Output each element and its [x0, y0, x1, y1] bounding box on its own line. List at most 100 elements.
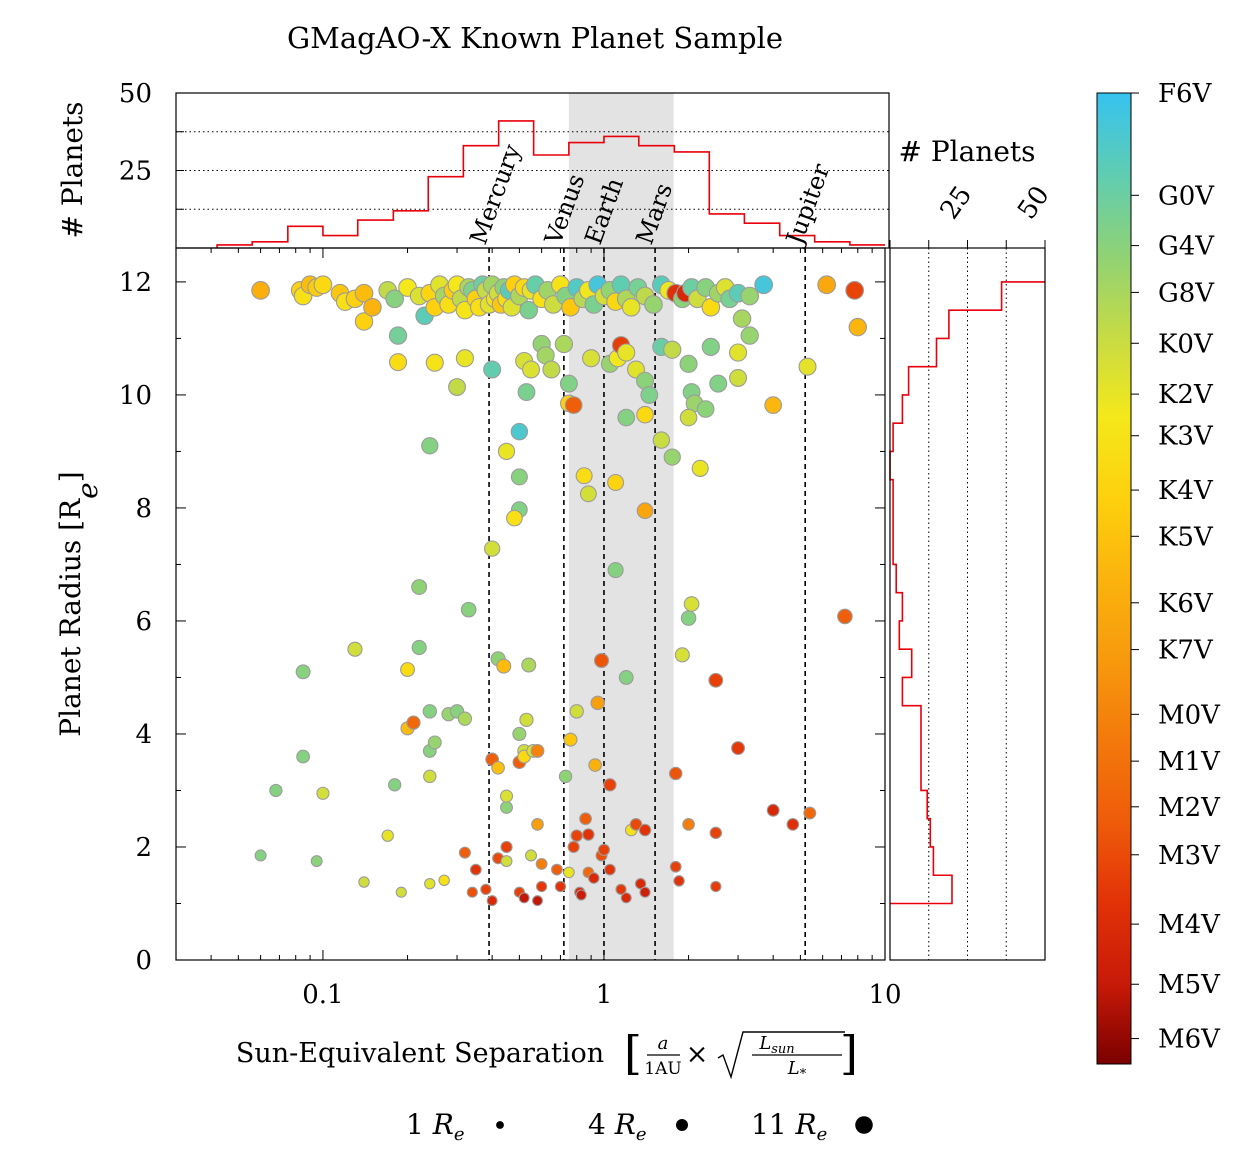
planet-point	[766, 803, 780, 817]
planet-point	[497, 442, 516, 461]
planet-point	[411, 639, 427, 656]
planet-point	[575, 889, 587, 901]
planet-point	[582, 349, 601, 368]
planet-point	[674, 647, 690, 663]
planet-point	[669, 860, 682, 873]
planet-point	[709, 826, 723, 840]
formula-sqrt-num: Lsun	[758, 1033, 794, 1057]
planet-point	[455, 349, 474, 368]
planet-point	[679, 354, 698, 373]
planet-point	[603, 778, 617, 792]
y-tick-label: 6	[135, 607, 152, 637]
top-histogram-steps	[216, 120, 885, 248]
colorbar-tick-label: K2V	[1158, 380, 1214, 410]
planet-point	[518, 892, 530, 904]
colorbar-gradient	[1096, 92, 1132, 1065]
planet-point	[798, 357, 817, 376]
right-hist-tick-label: 50	[1012, 181, 1056, 225]
size-legend-number: 1	[406, 1108, 433, 1141]
top-histogram-y-ticks: 25 50	[119, 79, 184, 249]
planet-point	[731, 741, 746, 756]
planet-point	[519, 712, 534, 727]
planet-point	[254, 849, 267, 862]
planet-point	[316, 786, 330, 800]
planet-point	[457, 711, 473, 726]
planet-point	[682, 818, 695, 831]
size-legend-subscript: e	[454, 1124, 465, 1145]
solar-system-label: Mercury	[464, 140, 526, 248]
planet-point	[617, 408, 636, 427]
planet-point	[500, 840, 513, 854]
planet-point	[617, 343, 636, 362]
colorbar-tick-label: K0V	[1158, 329, 1214, 359]
planet-point	[423, 769, 437, 784]
formula-bracket-open: [	[624, 1026, 642, 1080]
planet-point	[668, 766, 683, 781]
planet-point	[554, 880, 567, 893]
planet-point	[636, 502, 654, 520]
planet-point	[535, 858, 548, 870]
planet-point	[458, 846, 471, 859]
planet-point	[636, 405, 654, 424]
planet-point	[500, 800, 513, 814]
planet-point	[551, 863, 563, 876]
planet-point	[710, 880, 722, 893]
planet-point	[500, 855, 513, 868]
planet-point	[593, 652, 610, 669]
planet-point	[460, 601, 477, 618]
size-legend-number: 4	[588, 1108, 615, 1141]
colorbar-tick-label: K3V	[1158, 422, 1214, 452]
y-tick-label: 2	[135, 833, 152, 863]
planet-point	[640, 386, 659, 404]
planet-point	[564, 396, 583, 414]
planet-point	[680, 610, 697, 626]
size-legend-symbol: R	[432, 1108, 454, 1141]
planet-point	[427, 735, 442, 750]
colorbar: F6V G0V G4V G8V K0V K2V K3V K4V K5V K6V K7V M0V M1V M…	[1096, 79, 1221, 1065]
planet-point	[469, 863, 482, 876]
planet-point	[554, 334, 574, 354]
planet-point	[604, 863, 616, 876]
solar-system-label: Jupiter	[779, 160, 835, 251]
colorbar-tick-label: M4V	[1158, 910, 1221, 940]
planet-point	[421, 437, 439, 455]
planet-point	[837, 608, 853, 625]
planet-point	[579, 812, 592, 826]
x-tick-label: 10	[868, 980, 901, 1010]
y-tick-label: 10	[119, 381, 152, 411]
colorbar-tick-label: G0V	[1158, 181, 1215, 211]
planet-point	[817, 275, 837, 295]
colorbar-tick-label: K7V	[1158, 636, 1214, 666]
right-histogram-gridlines	[928, 248, 1007, 960]
planet-point	[530, 743, 545, 758]
planet-point	[740, 326, 759, 345]
formula-bracket-close: ]	[840, 1026, 858, 1080]
planet-point	[295, 664, 311, 680]
formula-sqrt-den: L*	[787, 1058, 807, 1082]
planet-point	[563, 732, 578, 747]
planet-point	[531, 818, 544, 831]
y-axis-label: Planet Radius [Re]	[54, 471, 104, 736]
planet-point	[491, 761, 505, 775]
planet-point	[663, 448, 681, 466]
top-histogram-gridlines	[176, 131, 889, 210]
colorbar-tick-label: K4V	[1158, 476, 1214, 506]
planet-point	[354, 283, 374, 303]
planet-point	[597, 843, 611, 856]
planet-point	[400, 662, 416, 678]
planet-point	[524, 849, 538, 862]
planet-point	[388, 778, 402, 792]
planet-point	[358, 876, 370, 888]
planet-point	[411, 579, 428, 596]
planet-point	[512, 726, 527, 742]
planet-point	[691, 459, 709, 477]
formula-sqrt-sign	[717, 1031, 845, 1080]
planet-point	[683, 596, 700, 612]
y-tick-label: 0	[135, 946, 152, 976]
formula-times: ×	[686, 1039, 709, 1070]
planet-point	[296, 749, 310, 764]
planet-point	[579, 485, 597, 503]
planet-points	[251, 275, 867, 907]
size-legend-marker	[855, 1116, 873, 1134]
